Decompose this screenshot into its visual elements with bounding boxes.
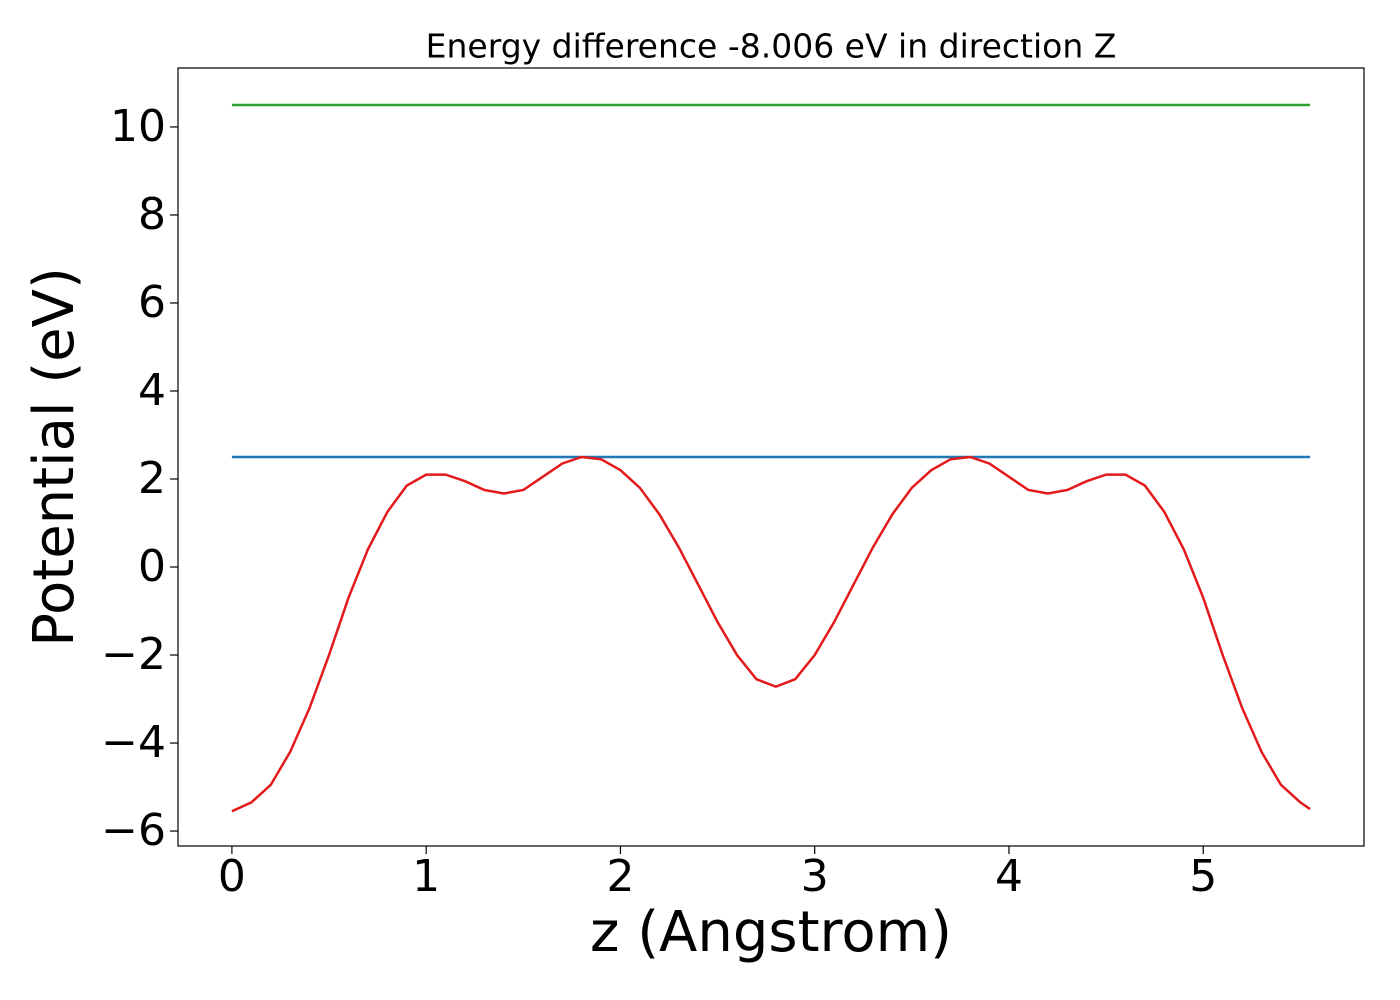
y-tick-label: 10 <box>110 101 166 152</box>
x-tick-label: 4 <box>995 851 1023 902</box>
plot-frame <box>177 67 1365 847</box>
y-axis-label: Potential (eV) <box>22 267 87 647</box>
series-line <box>231 455 1311 813</box>
y-tick-label: 6 <box>138 277 166 328</box>
x-tick-label: 2 <box>606 851 634 902</box>
y-tick-label: 8 <box>138 189 166 240</box>
y-tick-label: 0 <box>138 541 166 592</box>
y-tick-label: −4 <box>101 717 166 768</box>
y-tick-label: −2 <box>101 629 166 680</box>
y-tick-label: 4 <box>138 365 166 416</box>
x-tick-label: 5 <box>1189 851 1217 902</box>
y-tick-label: 2 <box>138 453 166 504</box>
x-axis-label: z (Angstrom) <box>590 900 952 965</box>
chart-title: Energy difference -8.006 eV in direction… <box>426 27 1117 66</box>
x-tick-label: 1 <box>412 851 440 902</box>
x-tick-label: 0 <box>218 851 246 902</box>
y-tick-label: −6 <box>101 805 166 856</box>
x-tick-label: 3 <box>801 851 829 902</box>
